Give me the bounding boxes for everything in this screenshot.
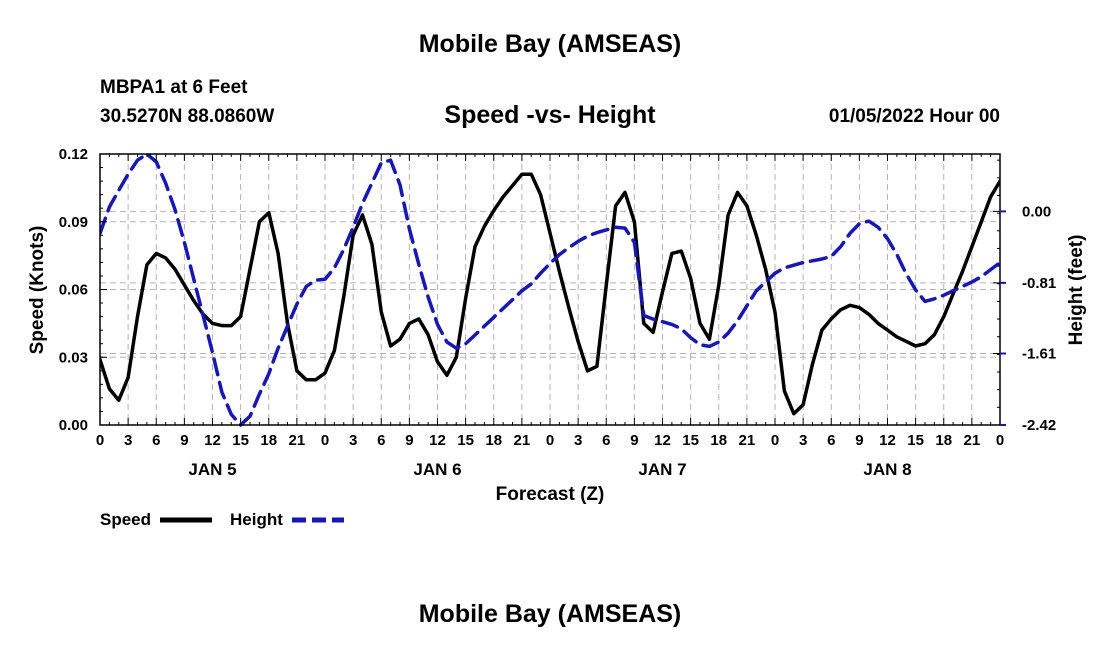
y-tick-label: 0.00 bbox=[59, 417, 88, 434]
x-tick-label: 18 bbox=[485, 432, 502, 449]
x-tick-label: 18 bbox=[710, 432, 727, 449]
x-tick-label: 0 bbox=[996, 432, 1004, 449]
y-tick-label: 0.06 bbox=[59, 282, 88, 299]
x-tick-label: 15 bbox=[682, 432, 699, 449]
x-axis-title: Forecast (Z) bbox=[496, 484, 605, 505]
x-tick-label: 9 bbox=[630, 432, 638, 449]
series-line-speed bbox=[100, 172, 1000, 416]
day-label: JAN 6 bbox=[413, 460, 461, 479]
x-tick-label: 9 bbox=[180, 432, 188, 449]
x-tick-label: 6 bbox=[377, 432, 385, 449]
axis-ticks bbox=[99, 153, 1006, 426]
x-tick-label: 21 bbox=[739, 432, 756, 449]
x-tick-label: 12 bbox=[654, 432, 671, 449]
series-lines bbox=[100, 152, 1000, 427]
legend: Speed Height bbox=[100, 510, 344, 529]
x-tick-label: 15 bbox=[232, 432, 249, 449]
x-tick-label: 3 bbox=[574, 432, 582, 449]
x-tick-label: 15 bbox=[457, 432, 474, 449]
day-label: JAN 8 bbox=[863, 460, 911, 479]
x-tick-label: 3 bbox=[799, 432, 807, 449]
x-tick-label: 21 bbox=[289, 432, 306, 449]
y-right-tick-label: 0.00 bbox=[1022, 203, 1051, 220]
y-axis-title: Speed (Knots) bbox=[27, 226, 48, 355]
grid bbox=[100, 154, 1000, 425]
day-label: JAN 5 bbox=[188, 460, 236, 479]
x-tick-label: 12 bbox=[429, 432, 446, 449]
y-right-tick-label: -2.42 bbox=[1022, 417, 1056, 434]
x-tick-label: 15 bbox=[907, 432, 924, 449]
x-tick-label: 12 bbox=[879, 432, 896, 449]
x-tick-label: 18 bbox=[935, 432, 952, 449]
x-tick-label: 18 bbox=[260, 432, 277, 449]
x-tick-label: 21 bbox=[964, 432, 981, 449]
legend-label-speed: Speed bbox=[100, 510, 151, 529]
x-tick-label: 12 bbox=[204, 432, 221, 449]
x-tick-label: 0 bbox=[771, 432, 779, 449]
day-label: JAN 7 bbox=[638, 460, 686, 479]
y-right-tick-label: -0.81 bbox=[1022, 275, 1056, 292]
y-axis-right-title: Height (feet) bbox=[1066, 235, 1087, 346]
x-tick-label: 6 bbox=[152, 432, 160, 449]
footer-chart-title: Mobile Bay (AMSEAS) bbox=[418, 600, 682, 628]
axis-labels: 0 3 6 9 12 15 18 21 0 3 6 9 12 15 18 21 0 3 6 9 12 15 18 21 0 3 6 9… bbox=[59, 146, 1056, 479]
x-tick-label: 9 bbox=[405, 432, 413, 449]
legend-label-height: Height bbox=[230, 510, 283, 529]
x-tick-label: 0 bbox=[546, 432, 554, 449]
chart-subtitle: Speed -vs- Height bbox=[444, 101, 656, 129]
x-tick-label: 0 bbox=[96, 432, 104, 449]
y-tick-label: 0.03 bbox=[59, 349, 88, 366]
station-label: MBPA1 at 6 Feet bbox=[100, 77, 248, 98]
series-line-height bbox=[100, 152, 1000, 427]
x-tick-label: 21 bbox=[514, 432, 531, 449]
chart-title: Mobile Bay (AMSEAS) bbox=[418, 30, 682, 58]
x-tick-label: 0 bbox=[321, 432, 329, 449]
x-tick-label: 6 bbox=[602, 432, 610, 449]
y-right-tick-label: -1.61 bbox=[1022, 345, 1056, 362]
x-tick-label: 3 bbox=[124, 432, 132, 449]
y-tick-label: 0.09 bbox=[59, 214, 88, 231]
x-tick-label: 6 bbox=[827, 432, 835, 449]
x-tick-label: 3 bbox=[349, 432, 357, 449]
y-tick-label: 0.12 bbox=[59, 146, 88, 163]
x-tick-label: 9 bbox=[855, 432, 863, 449]
forecast-datetime: 01/05/2022 Hour 00 bbox=[828, 106, 1000, 127]
station-coordinates: 30.5270N 88.0860W bbox=[100, 106, 275, 127]
